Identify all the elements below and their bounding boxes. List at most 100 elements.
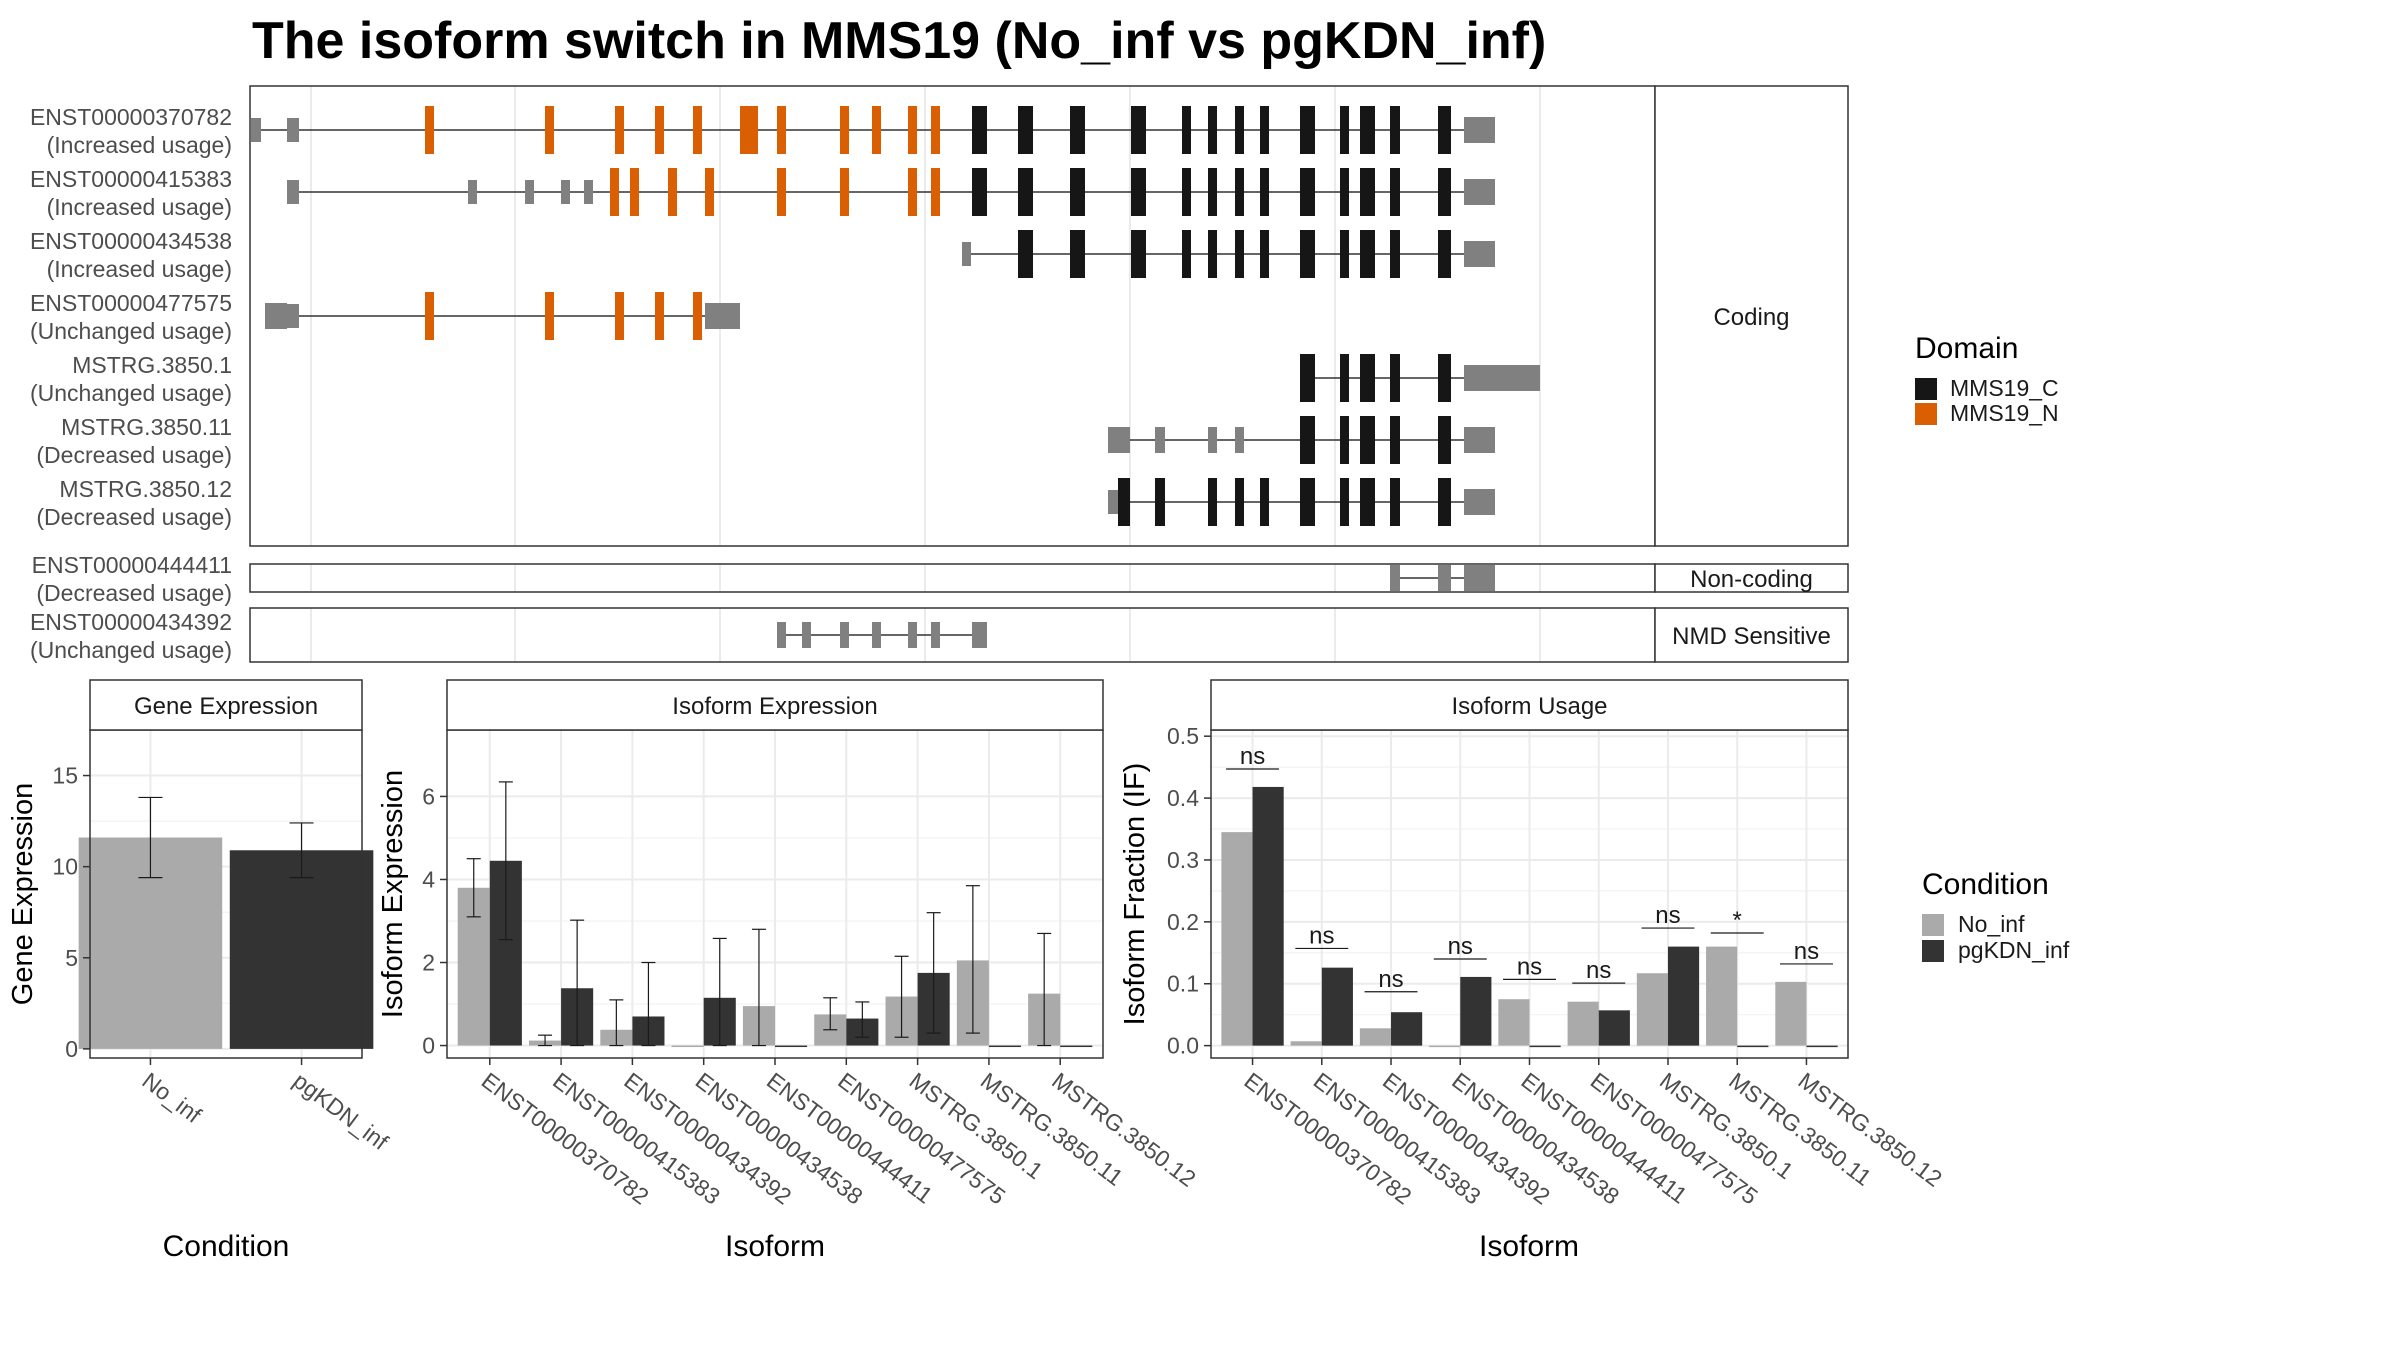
exon-block bbox=[545, 292, 554, 340]
exon-block bbox=[1390, 354, 1400, 402]
transcript-row: ENST00000434392(Unchanged usage) bbox=[30, 609, 987, 663]
exon-block bbox=[1260, 168, 1269, 216]
y-tick-label: 5 bbox=[65, 945, 78, 971]
exon-block bbox=[972, 622, 987, 648]
exon-block bbox=[655, 292, 664, 340]
exon-block bbox=[1300, 478, 1315, 526]
exon-block bbox=[1235, 478, 1244, 526]
transcript-id-label: MSTRG.3850.11 bbox=[61, 414, 232, 440]
y-tick-label: 0.1 bbox=[1167, 971, 1199, 997]
exon-block bbox=[1131, 168, 1146, 216]
bar bbox=[988, 1045, 1021, 1048]
transcript-row: MSTRG.3850.12(Decreased usage) bbox=[36, 476, 1495, 530]
transcript-row: ENST00000477575(Unchanged usage) bbox=[30, 290, 740, 344]
transcript-id-label: MSTRG.3850.12 bbox=[59, 476, 232, 502]
exon-block bbox=[1300, 230, 1315, 278]
bar bbox=[1060, 1045, 1093, 1048]
exon-block bbox=[1070, 168, 1085, 216]
exon-block bbox=[1300, 416, 1315, 464]
exon-block bbox=[615, 106, 624, 154]
exon-block bbox=[584, 180, 593, 204]
bar bbox=[1598, 1010, 1630, 1046]
exon-block bbox=[1208, 427, 1217, 453]
exon-block bbox=[777, 106, 786, 154]
transcript-row: ENST00000434538(Increased usage) bbox=[30, 228, 1495, 282]
significance-label: ns bbox=[1586, 957, 1611, 984]
figure-title: The isoform switch in MMS19 (No_inf vs p… bbox=[252, 12, 1546, 70]
exon-block bbox=[1208, 106, 1217, 154]
bar bbox=[671, 1045, 704, 1048]
bar bbox=[229, 850, 374, 1049]
facet-strip bbox=[1654, 85, 1849, 547]
exon-block bbox=[1018, 168, 1033, 216]
exon-block bbox=[931, 106, 940, 154]
exon-block bbox=[908, 622, 917, 648]
exon-block bbox=[1300, 106, 1315, 154]
y-tick-label: 10 bbox=[52, 854, 78, 880]
exon-block bbox=[287, 118, 299, 142]
chart-panel: ns ns ns ns ns ns ns * ns Isoform Usage 0.0 0.1 0.2 0… bbox=[1119, 679, 1947, 1263]
exon-block bbox=[287, 304, 299, 328]
exon-block bbox=[1155, 478, 1165, 526]
bar bbox=[1667, 946, 1700, 1046]
transcript-status-label: (Decreased usage) bbox=[36, 580, 232, 606]
exon-block bbox=[872, 622, 881, 648]
exon-block bbox=[1182, 168, 1191, 216]
bar bbox=[1737, 1045, 1769, 1048]
y-tick-label: 0 bbox=[422, 1033, 435, 1059]
y-tick-label: 0.3 bbox=[1167, 847, 1199, 873]
chart-panel: Isoform Expression0246ENST00000370782ENS… bbox=[377, 679, 1201, 1263]
exon-block bbox=[1235, 230, 1244, 278]
facet-strip-label: Non-coding bbox=[1690, 566, 1813, 593]
transcript-status-label: (Unchanged usage) bbox=[30, 380, 232, 406]
transcript-row: MSTRG.3850.11(Decreased usage) bbox=[36, 414, 1495, 468]
exon-block bbox=[972, 168, 987, 216]
exon-block bbox=[1438, 565, 1451, 591]
chart-title: Gene Expression bbox=[134, 693, 318, 720]
exon-block bbox=[1438, 478, 1451, 526]
exon-block bbox=[1464, 241, 1495, 267]
chart-title: Isoform Usage bbox=[1451, 693, 1607, 720]
condition-legend-swatch bbox=[1922, 914, 1944, 936]
exon-block bbox=[1070, 230, 1085, 278]
exon-block bbox=[1131, 230, 1146, 278]
exon-block bbox=[972, 106, 987, 154]
domain-legend-label: MMS19_C bbox=[1950, 375, 2059, 401]
exon-block bbox=[1360, 230, 1375, 278]
facet-strip bbox=[1654, 563, 1849, 593]
bar bbox=[1391, 1012, 1423, 1046]
transcript-status-label: (Decreased usage) bbox=[36, 504, 232, 530]
exon-block bbox=[425, 106, 434, 154]
exon-block bbox=[840, 622, 849, 648]
exon-block bbox=[1182, 106, 1191, 154]
exon-block bbox=[1300, 354, 1315, 402]
y-axis-title: Gene Expression bbox=[7, 783, 39, 1005]
exon-block bbox=[840, 106, 849, 154]
exon-block bbox=[1260, 230, 1269, 278]
exon-block bbox=[1438, 230, 1451, 278]
exon-block bbox=[525, 180, 534, 204]
exon-block bbox=[1018, 106, 1033, 154]
exon-block bbox=[655, 106, 664, 154]
exon-block bbox=[740, 106, 758, 154]
bar bbox=[1290, 1041, 1322, 1046]
exon-block bbox=[1390, 478, 1400, 526]
transcript-id-label: MSTRG.3850.1 bbox=[72, 352, 232, 378]
significance-label: ns bbox=[1309, 922, 1334, 949]
exon-block bbox=[1118, 478, 1130, 526]
exon-block bbox=[425, 292, 434, 340]
exon-block bbox=[1340, 168, 1349, 216]
exon-block bbox=[1182, 230, 1191, 278]
exon-block bbox=[1390, 565, 1400, 591]
transcript-structure-panel: Coding Non-coding NMD Sensitive ENST0000037… bbox=[30, 85, 1849, 663]
bar bbox=[775, 1045, 808, 1048]
significance-label: ns bbox=[1448, 933, 1473, 960]
transcript-id-label: ENST00000444411 bbox=[32, 552, 232, 578]
transcript-id-label: ENST00000370782 bbox=[30, 104, 232, 130]
exon-block bbox=[872, 106, 881, 154]
exon-block bbox=[1208, 478, 1217, 526]
exon-block bbox=[777, 622, 786, 648]
y-axis-title: Isoform Expression bbox=[377, 770, 409, 1018]
exon-block bbox=[561, 180, 570, 204]
